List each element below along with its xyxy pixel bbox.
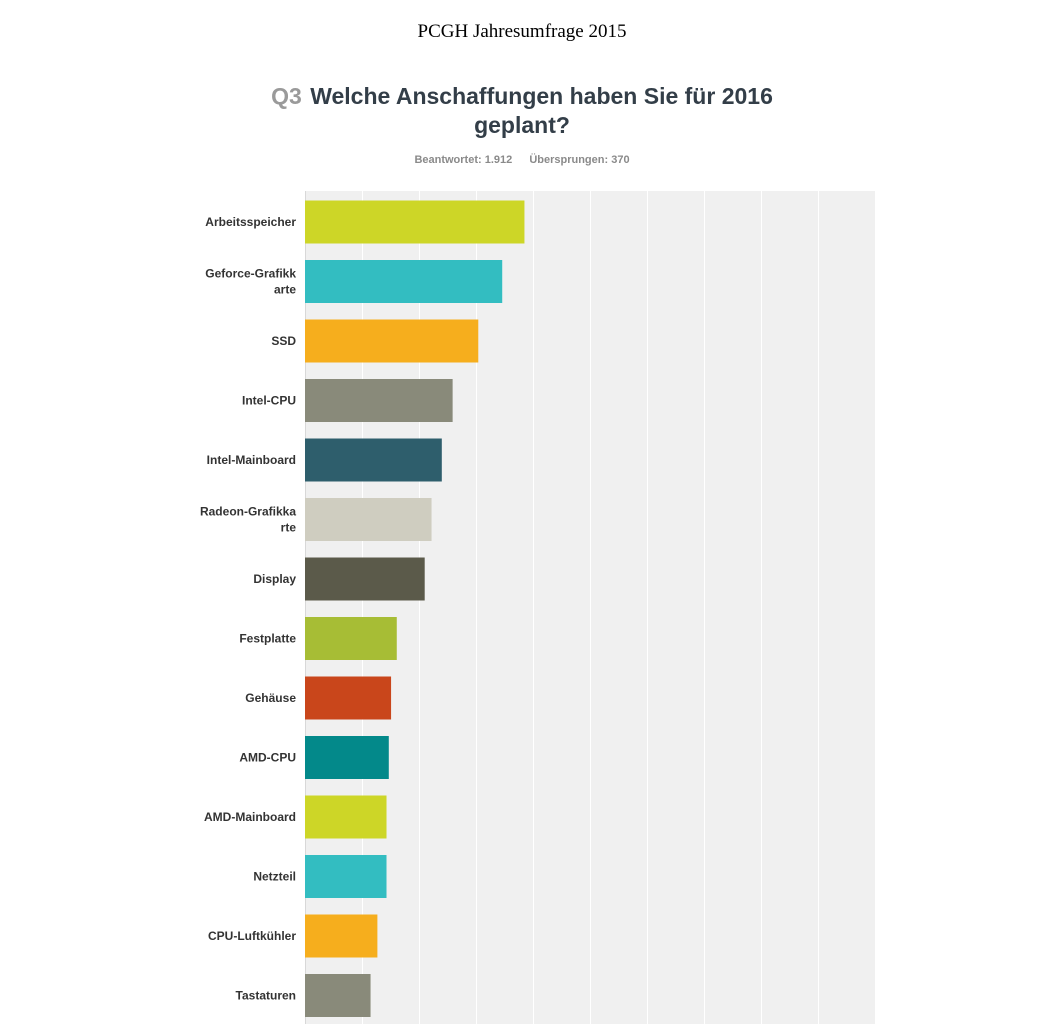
category-label: Gehäuse	[245, 691, 296, 705]
bar	[305, 795, 387, 839]
category-label-line: Festplatte	[239, 632, 296, 646]
category-label: Geforce-Grafikk arte	[205, 267, 296, 297]
category-label: SSD	[271, 334, 296, 348]
category-label-line: arte	[274, 283, 296, 297]
category-label-line: SSD	[271, 334, 296, 348]
bar	[305, 498, 432, 541]
category-label-line: CPU-Luftkühler	[208, 929, 296, 943]
category-label-line: AMD-Mainboard	[204, 810, 296, 824]
response-stats: Beantwortet: 1.912 Übersprungen: 370	[0, 154, 1044, 166]
category-label: Tastaturen	[236, 989, 296, 1003]
category-label-line: Display	[253, 572, 296, 586]
category-label: Display	[253, 572, 296, 586]
category-label-line: Gehäuse	[245, 691, 296, 705]
category-label: Intel-Mainboard	[207, 453, 296, 467]
category-label-line: Intel-Mainboard	[207, 453, 296, 467]
category-label: CPU-Luftkühler	[208, 929, 296, 943]
category-label-line: AMD-CPU	[239, 751, 296, 765]
bar	[305, 200, 525, 244]
category-label: Festplatte	[239, 632, 296, 646]
bar	[305, 319, 479, 363]
category-label-line: Netzteil	[253, 870, 296, 884]
skipped-count: Übersprungen: 370	[529, 154, 630, 166]
question-number: Q3	[271, 83, 302, 109]
bar	[305, 438, 442, 482]
category-label-line: rte	[281, 521, 297, 535]
category-label-line: Geforce-Grafikk	[205, 267, 296, 281]
bar	[305, 617, 397, 660]
bar	[305, 379, 453, 422]
category-label-line: Arbeitsspeicher	[205, 215, 296, 229]
category-label: Intel-CPU	[242, 394, 296, 408]
bar	[305, 855, 387, 898]
bar	[305, 736, 389, 779]
bar	[305, 974, 371, 1017]
category-label: Arbeitsspeicher	[205, 215, 296, 229]
bar	[305, 557, 425, 601]
bar	[305, 914, 378, 958]
bar	[305, 260, 503, 303]
category-label: AMD-CPU	[239, 751, 296, 765]
question-title: Q3 Welche Anschaffungen haben Sie für 20…	[222, 82, 822, 140]
bar	[305, 676, 392, 720]
category-label: Netzteil	[253, 870, 296, 884]
category-label-line: Intel-CPU	[242, 394, 296, 408]
category-label: AMD-Mainboard	[204, 810, 296, 824]
answered-count: Beantwortet: 1.912	[414, 154, 513, 166]
question-text: Welche Anschaffungen haben Sie für 2016 …	[310, 83, 773, 138]
category-label-line: Tastaturen	[236, 989, 296, 1003]
category-label-line: Radeon-Grafikka	[200, 505, 296, 519]
category-label: Radeon-Grafikka rte	[200, 505, 296, 535]
document-title: PCGH Jahresumfrage 2015	[417, 21, 627, 42]
